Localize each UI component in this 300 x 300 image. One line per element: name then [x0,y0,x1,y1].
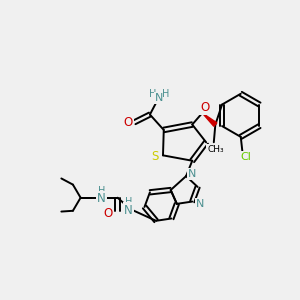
Text: H: H [149,89,157,99]
Polygon shape [202,113,217,126]
Text: N: N [97,192,106,205]
Text: Cl: Cl [241,152,252,162]
Text: S: S [151,150,158,164]
Text: O: O [200,101,209,114]
Text: N: N [188,169,196,179]
Text: N: N [196,199,204,209]
Text: H: H [98,186,105,196]
Text: N: N [155,93,163,103]
Text: H: H [162,89,169,99]
Text: O: O [124,116,133,129]
Text: O: O [104,207,113,220]
Text: CH₃: CH₃ [207,145,224,154]
Text: H: H [125,197,132,207]
Text: N: N [124,203,133,217]
